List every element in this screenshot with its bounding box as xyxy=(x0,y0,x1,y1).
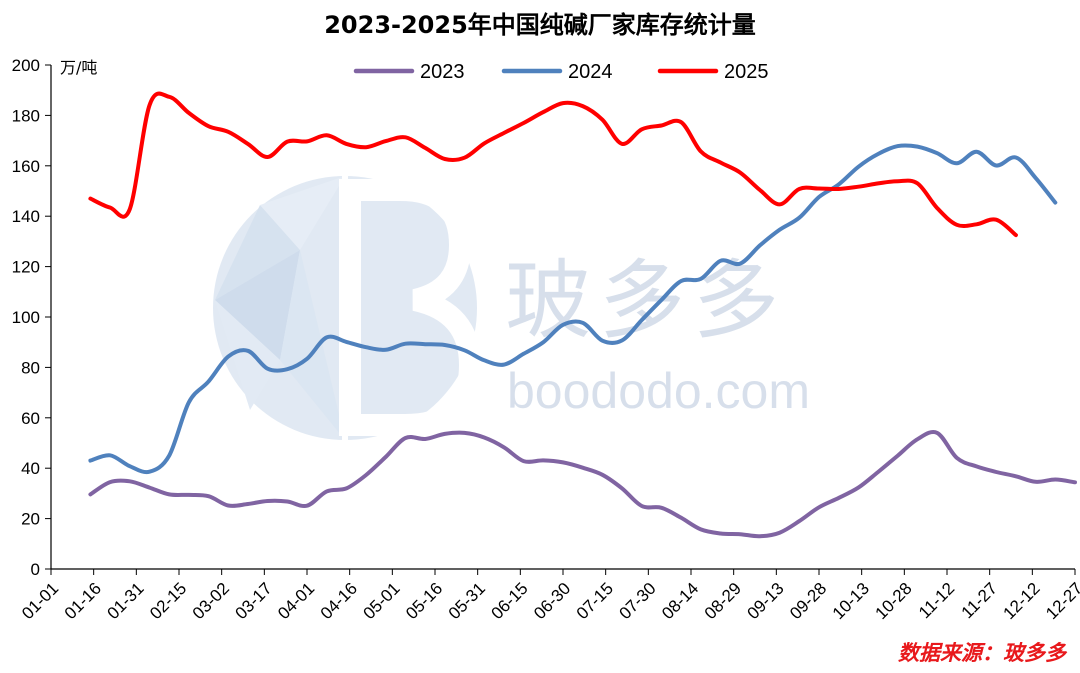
y-tick-label: 200 xyxy=(12,56,40,75)
y-tick-label: 60 xyxy=(21,409,40,428)
x-tick-label: 06-30 xyxy=(530,579,574,623)
y-tick-label: 80 xyxy=(21,358,40,377)
x-tick-label: 01-01 xyxy=(18,579,62,623)
x-tick-label: 03-17 xyxy=(231,579,275,623)
legend-label-2023: 2023 xyxy=(420,61,465,83)
chart-title: 2023-2025年中国纯碱厂家库存统计量 xyxy=(324,11,756,39)
x-tick-label: 02-15 xyxy=(146,579,190,623)
x-tick-label: 12-27 xyxy=(1042,579,1080,623)
y-unit-label: 万/吨 xyxy=(60,58,97,77)
series-line-2023 xyxy=(88,430,1077,539)
x-tick-label: 08-29 xyxy=(701,579,745,623)
y-tick-label: 100 xyxy=(12,308,40,327)
x-tick-label: 08-14 xyxy=(658,579,702,623)
series-line-2024 xyxy=(88,143,1058,475)
x-tick-label: 09-13 xyxy=(743,579,787,623)
x-tick-label: 01-16 xyxy=(61,579,105,623)
x-tick-label: 11-27 xyxy=(958,579,1001,622)
legend-label-2025: 2025 xyxy=(724,61,769,83)
watermark-logo-icon xyxy=(213,176,482,440)
y-tick-label: 20 xyxy=(21,510,40,529)
series-group xyxy=(88,91,1077,539)
x-tick-label: 04-01 xyxy=(274,579,318,623)
x-tick-label: 06-15 xyxy=(487,579,531,623)
source-note: 数据来源：玻多多 xyxy=(898,640,1068,665)
x-tick-label: 03-02 xyxy=(189,579,233,623)
series-line-2025 xyxy=(88,91,1018,238)
legend-label-2024: 2024 xyxy=(568,61,613,83)
y-tick-label: 120 xyxy=(12,258,40,277)
x-tick-label: 05-31 xyxy=(445,579,489,623)
legend: 2023 2024 2025 xyxy=(353,61,769,83)
x-tick-label: 11-12 xyxy=(915,579,958,622)
x-tick-label: 10-28 xyxy=(871,579,915,623)
x-tick-label: 12-12 xyxy=(999,579,1043,623)
x-tick-label: 07-15 xyxy=(573,579,617,623)
y-tick-label: 0 xyxy=(31,560,40,579)
y-tick-label: 180 xyxy=(12,106,40,125)
x-tick-label: 10-13 xyxy=(829,579,873,623)
y-tick-label: 140 xyxy=(12,207,40,226)
x-tick-label: 09-28 xyxy=(786,579,830,623)
x-tick-label: 05-01 xyxy=(359,579,403,623)
x-tick-label: 07-30 xyxy=(615,579,659,623)
x-tick-label: 05-16 xyxy=(402,579,446,623)
x-tick-label: 01-31 xyxy=(103,579,147,623)
y-tick-label: 40 xyxy=(21,459,40,478)
watermark: 玻多多 boododo.com xyxy=(213,176,810,440)
y-tick-label: 160 xyxy=(12,157,40,176)
x-tick-label: 04-16 xyxy=(317,579,361,623)
watermark-url: boododo.com xyxy=(507,363,810,419)
